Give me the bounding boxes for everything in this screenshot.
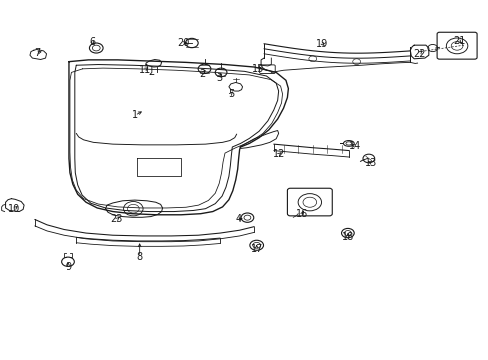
Text: 3: 3: [216, 73, 222, 83]
Text: 23: 23: [110, 215, 122, 224]
Text: 21: 21: [452, 36, 464, 46]
Text: 16: 16: [295, 209, 307, 219]
Text: 10: 10: [8, 204, 20, 214]
Text: 5: 5: [227, 89, 233, 99]
Text: 2: 2: [199, 69, 205, 79]
Text: 22: 22: [412, 49, 425, 59]
Text: 11: 11: [139, 64, 151, 75]
Text: 6: 6: [89, 37, 95, 47]
Text: 14: 14: [348, 141, 360, 151]
Text: 20: 20: [177, 38, 189, 48]
Text: 4: 4: [235, 215, 241, 224]
Text: 15: 15: [251, 64, 264, 74]
Text: 18: 18: [341, 232, 353, 242]
Text: 9: 9: [65, 262, 71, 272]
Text: 7: 7: [34, 48, 41, 58]
Text: 8: 8: [136, 252, 142, 262]
Text: 12: 12: [272, 149, 285, 159]
Text: 19: 19: [316, 39, 328, 49]
Text: 13: 13: [365, 158, 377, 168]
Text: 1: 1: [131, 111, 138, 121]
Text: 17: 17: [250, 244, 263, 254]
